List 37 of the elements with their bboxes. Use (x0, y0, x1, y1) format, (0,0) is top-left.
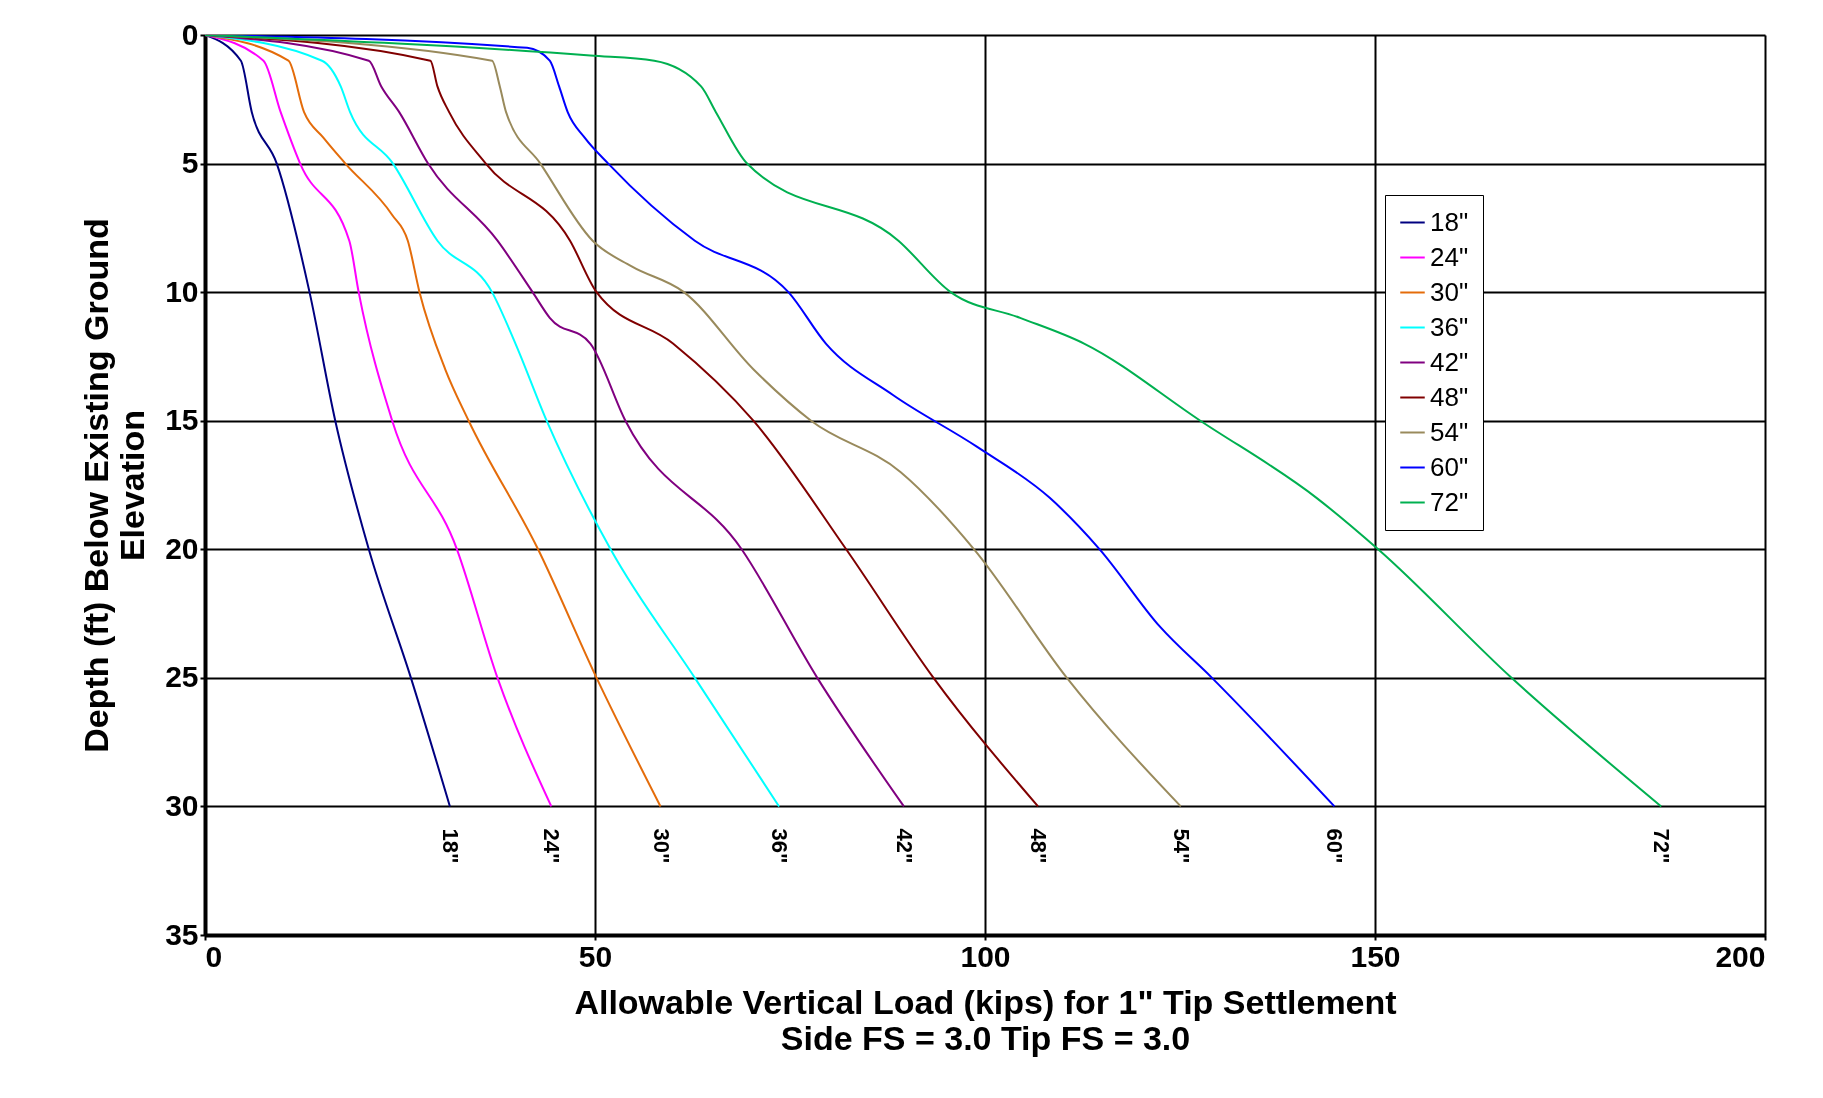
legend-label: 60" (1430, 451, 1469, 482)
annotation: 24" (539, 828, 565, 864)
y-tick-label: 35 (165, 917, 199, 951)
legend-label: 18" (1430, 206, 1469, 237)
x-axis-title: Allowable Vertical Load (kips) for 1" Tip Settlement Side FS = 3.0 Tip FS = 3.0 (574, 982, 1397, 1057)
y-tick-label: 25 (165, 660, 199, 694)
annotation: 48" (1026, 828, 1052, 864)
y-tick-label: 20 (165, 531, 199, 565)
y-tick-label: 30 (165, 788, 199, 822)
legend-label: 30" (1430, 276, 1469, 307)
annotation: 30" (648, 828, 674, 864)
legend-label: 42" (1430, 346, 1469, 377)
annotation: 60" (1322, 828, 1348, 864)
y-tick-label: 15 (165, 403, 199, 437)
legend-label: 72" (1430, 486, 1469, 517)
legend-label: 48" (1430, 381, 1469, 412)
y-axis-title: Depth (ft) Below Existing Ground Elevation (77, 218, 152, 753)
annotation: 54" (1168, 828, 1194, 864)
legend-label: 24" (1430, 241, 1469, 272)
line-series (205, 35, 1663, 808)
line-series (205, 35, 662, 808)
x-tick-label: 50 (578, 939, 613, 973)
line-series (205, 35, 451, 808)
line-series (205, 35, 553, 808)
annotation: 72" (1649, 828, 1675, 864)
x-tick-label: 100 (960, 939, 1011, 973)
annotation: 36" (767, 828, 793, 864)
legend-label: 54" (1430, 416, 1469, 447)
y-tick-label: 5 (181, 146, 199, 180)
y-tick-label: 10 (165, 274, 199, 308)
x-tick-label: 0 (205, 939, 223, 973)
annotation: 42" (891, 828, 917, 864)
x-tick-label: 200 (1715, 939, 1766, 973)
x-tick-label: 150 (1350, 939, 1401, 973)
y-tick-label: 0 (181, 17, 199, 51)
legend-label: 36" (1430, 311, 1469, 342)
annotation: 18" (437, 828, 463, 864)
